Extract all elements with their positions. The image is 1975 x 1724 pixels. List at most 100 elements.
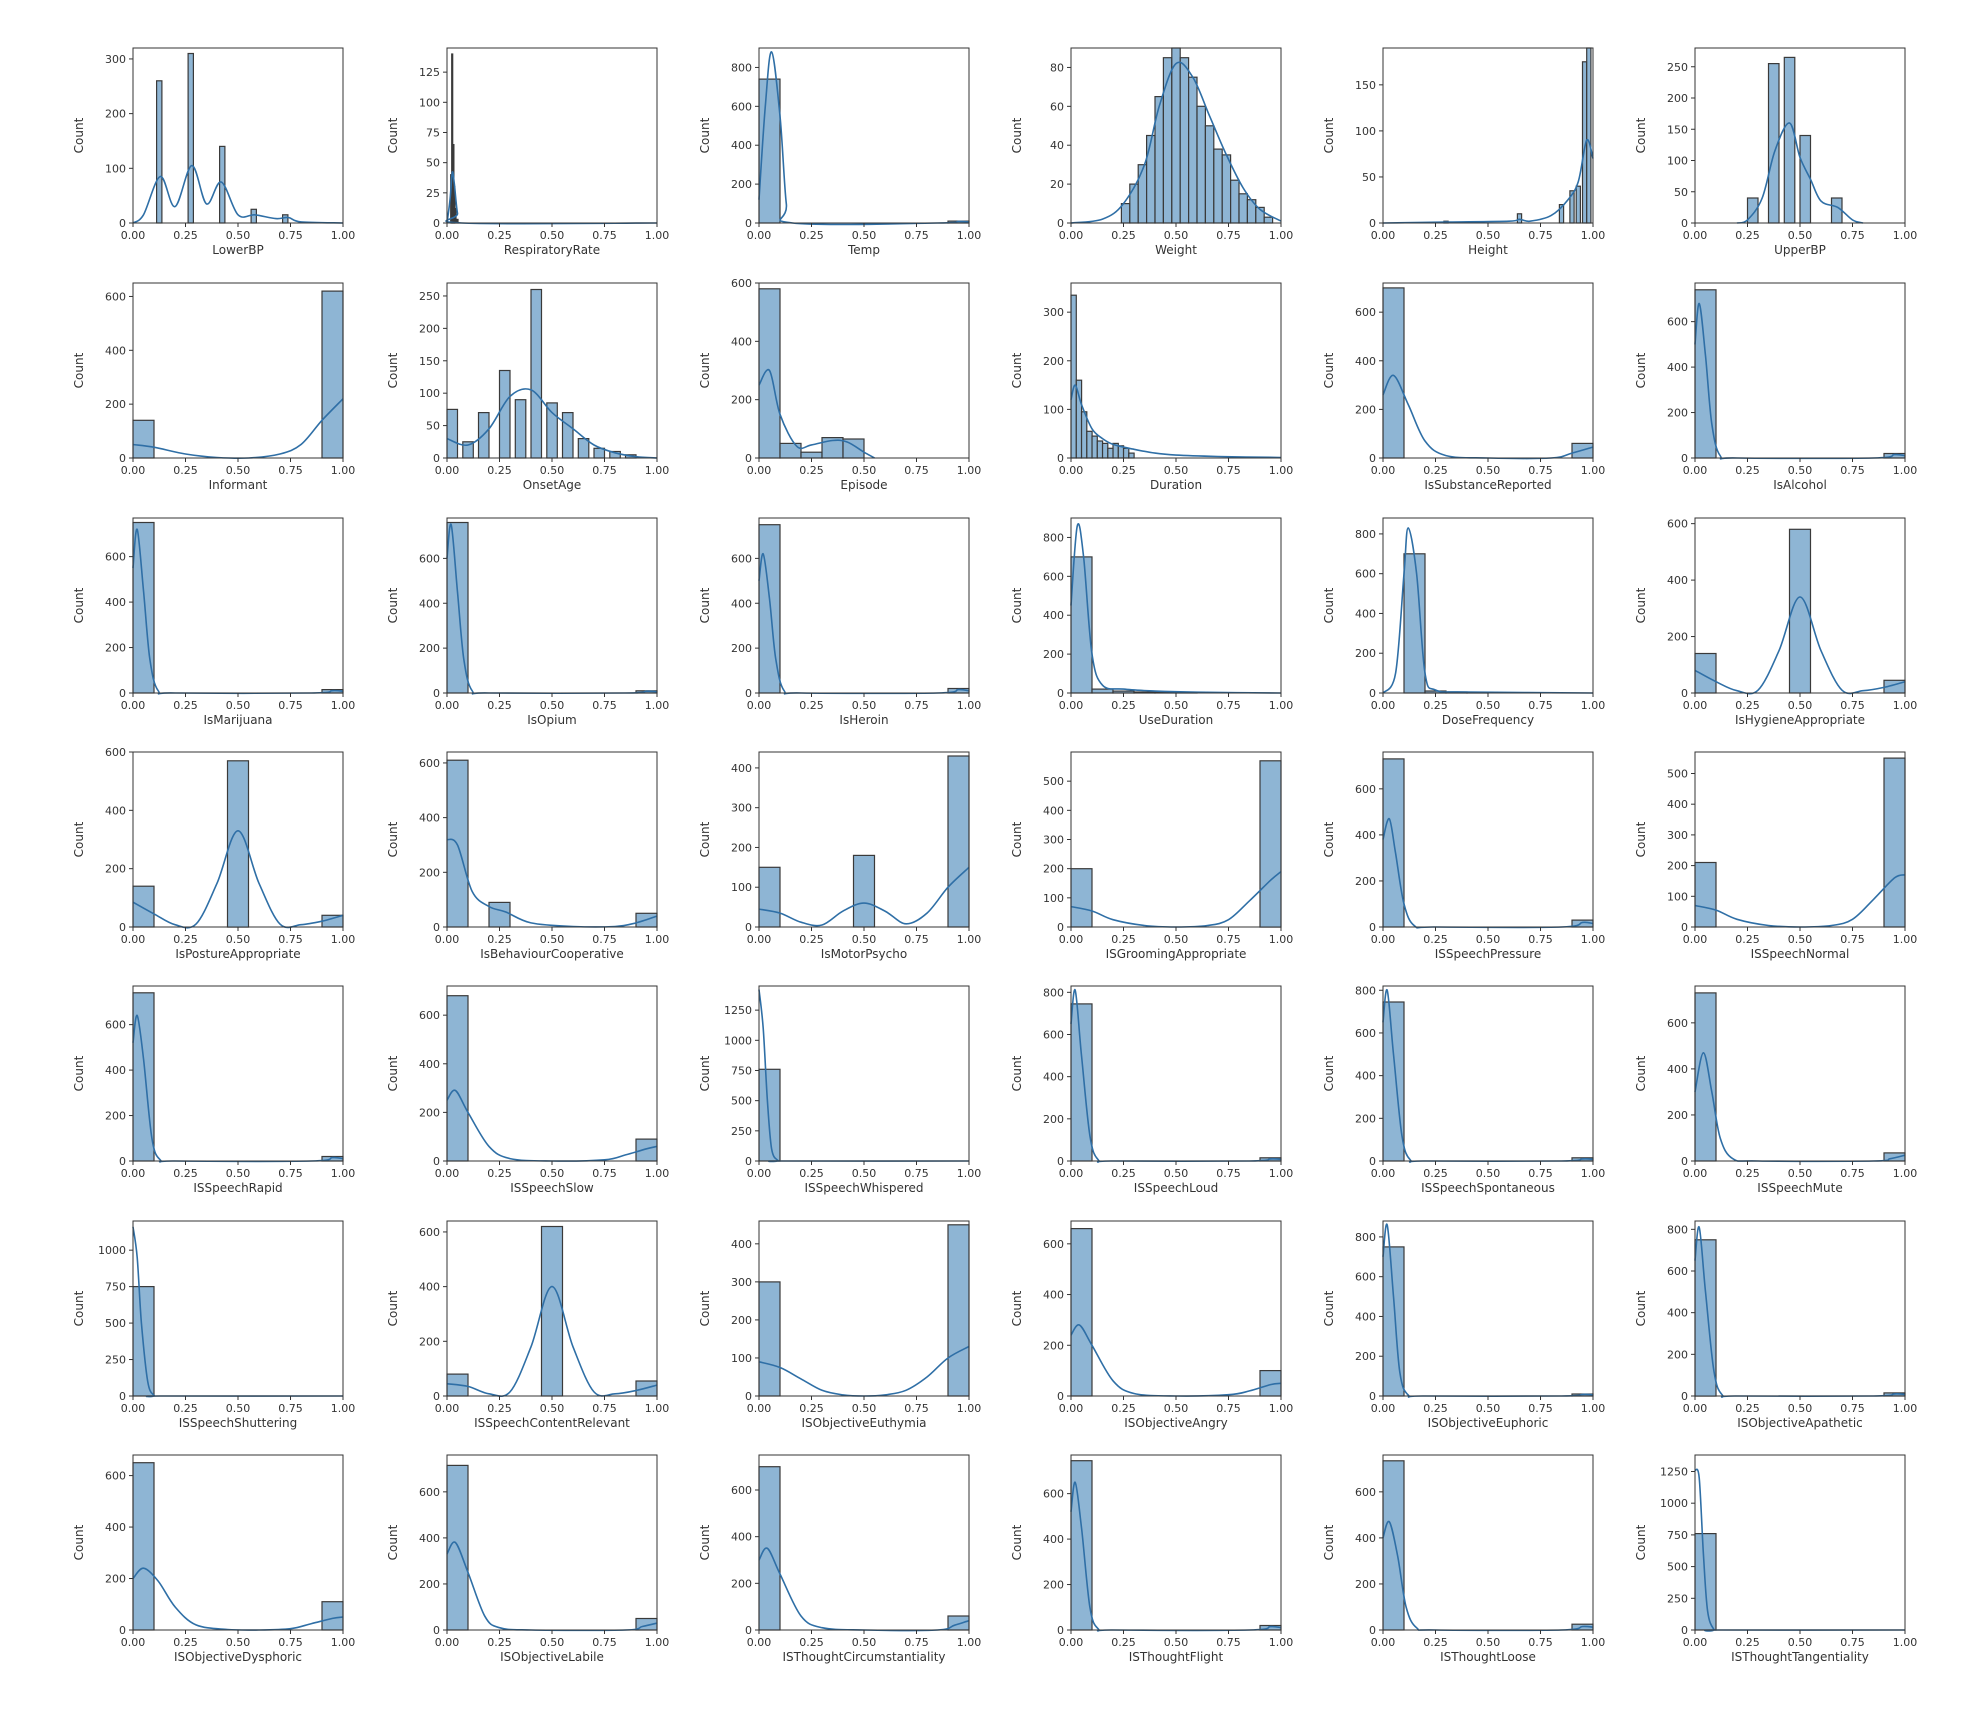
x-tick-label: 0.50 [1164, 1402, 1189, 1415]
y-tick-label: 200 [1355, 403, 1376, 416]
x-tick-label: 0.25 [1735, 229, 1760, 242]
y-tick-label: 200 [1667, 407, 1688, 420]
y-axis-label: Count [72, 821, 86, 857]
x-axis-label: OnsetAge [523, 478, 582, 492]
plot-frame [1694, 1454, 1906, 1631]
y-tick-label: 0 [745, 687, 752, 700]
y-tick-label: 200 [731, 1577, 752, 1590]
x-tick-label: 0.25 [487, 699, 512, 712]
x-tick-label: 0.25 [1735, 933, 1760, 946]
y-tick-label: 0 [1369, 1155, 1376, 1168]
x-tick-label: 1.00 [957, 1402, 982, 1415]
y-tick-label: 400 [1667, 361, 1688, 374]
histogram-ISObjectiveEuphoric: 0.00 0.25 0.50 0.75 1.00 0 200 400 600 800 ISObjec… [1322, 1220, 1605, 1430]
x-tick-label: 0.00 [747, 699, 772, 712]
kde-line [1694, 874, 1906, 928]
histogram-ISSpeechLoud: 0.00 0.25 0.50 0.75 1.00 0 200 400 600 800 ISSpeec… [1010, 985, 1293, 1195]
bar [187, 52, 195, 224]
x-tick-label: 0.25 [1111, 933, 1136, 946]
y-tick-label: 0 [433, 1624, 440, 1637]
y-tick-label: 200 [1667, 860, 1688, 873]
x-tick-label: 1.00 [645, 1167, 670, 1180]
y-tick-label: 600 [1355, 1027, 1376, 1040]
y-tick-label: 400 [1667, 798, 1688, 811]
histogram-IsHygieneAppropriate: 0.00 0.25 0.50 0.75 1.00 0 200 400 600 IsHygieneA… [1634, 517, 1917, 727]
y-tick-label: 0 [1369, 921, 1376, 934]
y-tick-label: 200 [1043, 1579, 1064, 1592]
y-tick-label: 400 [419, 1058, 440, 1071]
x-tick-label: 0.75 [1840, 699, 1865, 712]
x-tick-label: 0.00 [1371, 1402, 1396, 1415]
x-tick-label: 0.50 [540, 933, 565, 946]
y-tick-label: 400 [1355, 829, 1376, 842]
plot-frame [1694, 985, 1906, 1162]
y-tick-label: 400 [731, 1531, 752, 1544]
bar [1586, 47, 1592, 224]
bar [947, 1224, 970, 1397]
x-axis-label: ISObjectiveDysphoric [174, 1650, 302, 1664]
bar [561, 412, 574, 459]
histogram-UpperBP: 0.00 0.25 0.50 0.75 1.00 0 50 100 150 200 250 Upper… [1634, 47, 1918, 257]
bar [282, 214, 289, 224]
y-tick-label: 0 [745, 1390, 752, 1403]
y-tick-label: 400 [1355, 1070, 1376, 1083]
x-tick-label: 1.00 [957, 1167, 982, 1180]
x-tick-label: 0.00 [435, 1167, 460, 1180]
x-tick-label: 1.00 [331, 1402, 356, 1415]
y-tick-label: 400 [731, 1238, 752, 1251]
plot-frame [1382, 282, 1594, 459]
y-tick-label: 80 [1050, 61, 1064, 74]
x-axis-label: IsMotorPsycho [821, 947, 907, 961]
x-tick-label: 1.00 [957, 464, 982, 477]
x-tick-label: 0.25 [173, 1636, 198, 1649]
x-tick-label: 0.75 [592, 699, 617, 712]
x-tick-label: 1.00 [1269, 1402, 1294, 1415]
histogram-ISThoughtFlight: 0.00 0.25 0.50 0.75 1.00 0 200 400 600 ISThoughtF… [1010, 1454, 1293, 1664]
x-tick-label: 0.25 [173, 933, 198, 946]
x-axis-label: ISObjectiveAngry [1124, 1416, 1228, 1430]
y-tick-label: 600 [419, 1009, 440, 1022]
x-tick-label: 1.00 [1893, 933, 1918, 946]
x-tick-label: 0.25 [799, 1636, 824, 1649]
bar [1799, 134, 1812, 224]
y-axis-label: Count [1634, 821, 1648, 857]
y-tick-label: 200 [1043, 1113, 1064, 1126]
y-tick-label: 600 [1043, 570, 1064, 583]
x-tick-label: 1.00 [1893, 229, 1918, 242]
histogram-ISThoughtTangentiality: 0.00 0.25 0.50 0.75 1.00 0 250 500 750 1000 1250 IS… [1634, 1454, 1917, 1664]
y-tick-label: 400 [105, 344, 126, 357]
x-tick-label: 0.50 [852, 464, 877, 477]
x-tick-label: 0.50 [852, 933, 877, 946]
y-tick-label: 0 [433, 1155, 440, 1168]
histogram-IsPostureAppropriate: 0.00 0.25 0.50 0.75 1.00 0 200 400 600 IsPostureA… [72, 746, 355, 961]
y-tick-label: 600 [1355, 783, 1376, 796]
x-axis-label: IsHeroin [839, 713, 888, 727]
y-tick-label: 600 [1355, 1486, 1376, 1499]
y-tick-label: 400 [1355, 1310, 1376, 1323]
x-axis-label: RespiratoryRate [504, 243, 600, 257]
y-tick-label: 400 [1667, 574, 1688, 587]
y-tick-label: 500 [1667, 1561, 1688, 1574]
x-tick-label: 0.75 [592, 464, 617, 477]
histogram-ISGroomingAppropriate: 0.00 0.25 0.50 0.75 1.00 0 100 200 300 400 500 ISGr… [1010, 751, 1293, 961]
y-axis-label: Count [72, 117, 86, 153]
x-axis-label: ISSpeechSpontaneous [1421, 1181, 1555, 1195]
bar [1179, 57, 1190, 224]
x-tick-label: 1.00 [1581, 464, 1606, 477]
y-tick-label: 0 [1057, 921, 1064, 934]
x-tick-label: 0.00 [1683, 1636, 1708, 1649]
histogram-ISSpeechSlow: 0.00 0.25 0.50 0.75 1.00 0 200 400 600 ISSpeechSl… [386, 985, 670, 1195]
x-tick-label: 0.00 [747, 933, 772, 946]
bar [1883, 757, 1906, 928]
x-tick-label: 0.00 [1371, 464, 1396, 477]
x-tick-label: 0.75 [904, 1402, 929, 1415]
y-tick-label: 600 [419, 757, 440, 770]
x-tick-label: 0.00 [1683, 1167, 1708, 1180]
y-tick-label: 600 [419, 552, 440, 565]
histogram-ISThoughtLoose: 0.00 0.25 0.50 0.75 1.00 0 200 400 600 ISThoughtL… [1322, 1454, 1605, 1664]
kde-line [1382, 138, 1594, 224]
y-tick-label: 600 [731, 1484, 752, 1497]
y-tick-label: 0 [1681, 1390, 1688, 1403]
y-tick-label: 0 [119, 921, 126, 934]
y-axis-label: Count [1634, 117, 1648, 153]
